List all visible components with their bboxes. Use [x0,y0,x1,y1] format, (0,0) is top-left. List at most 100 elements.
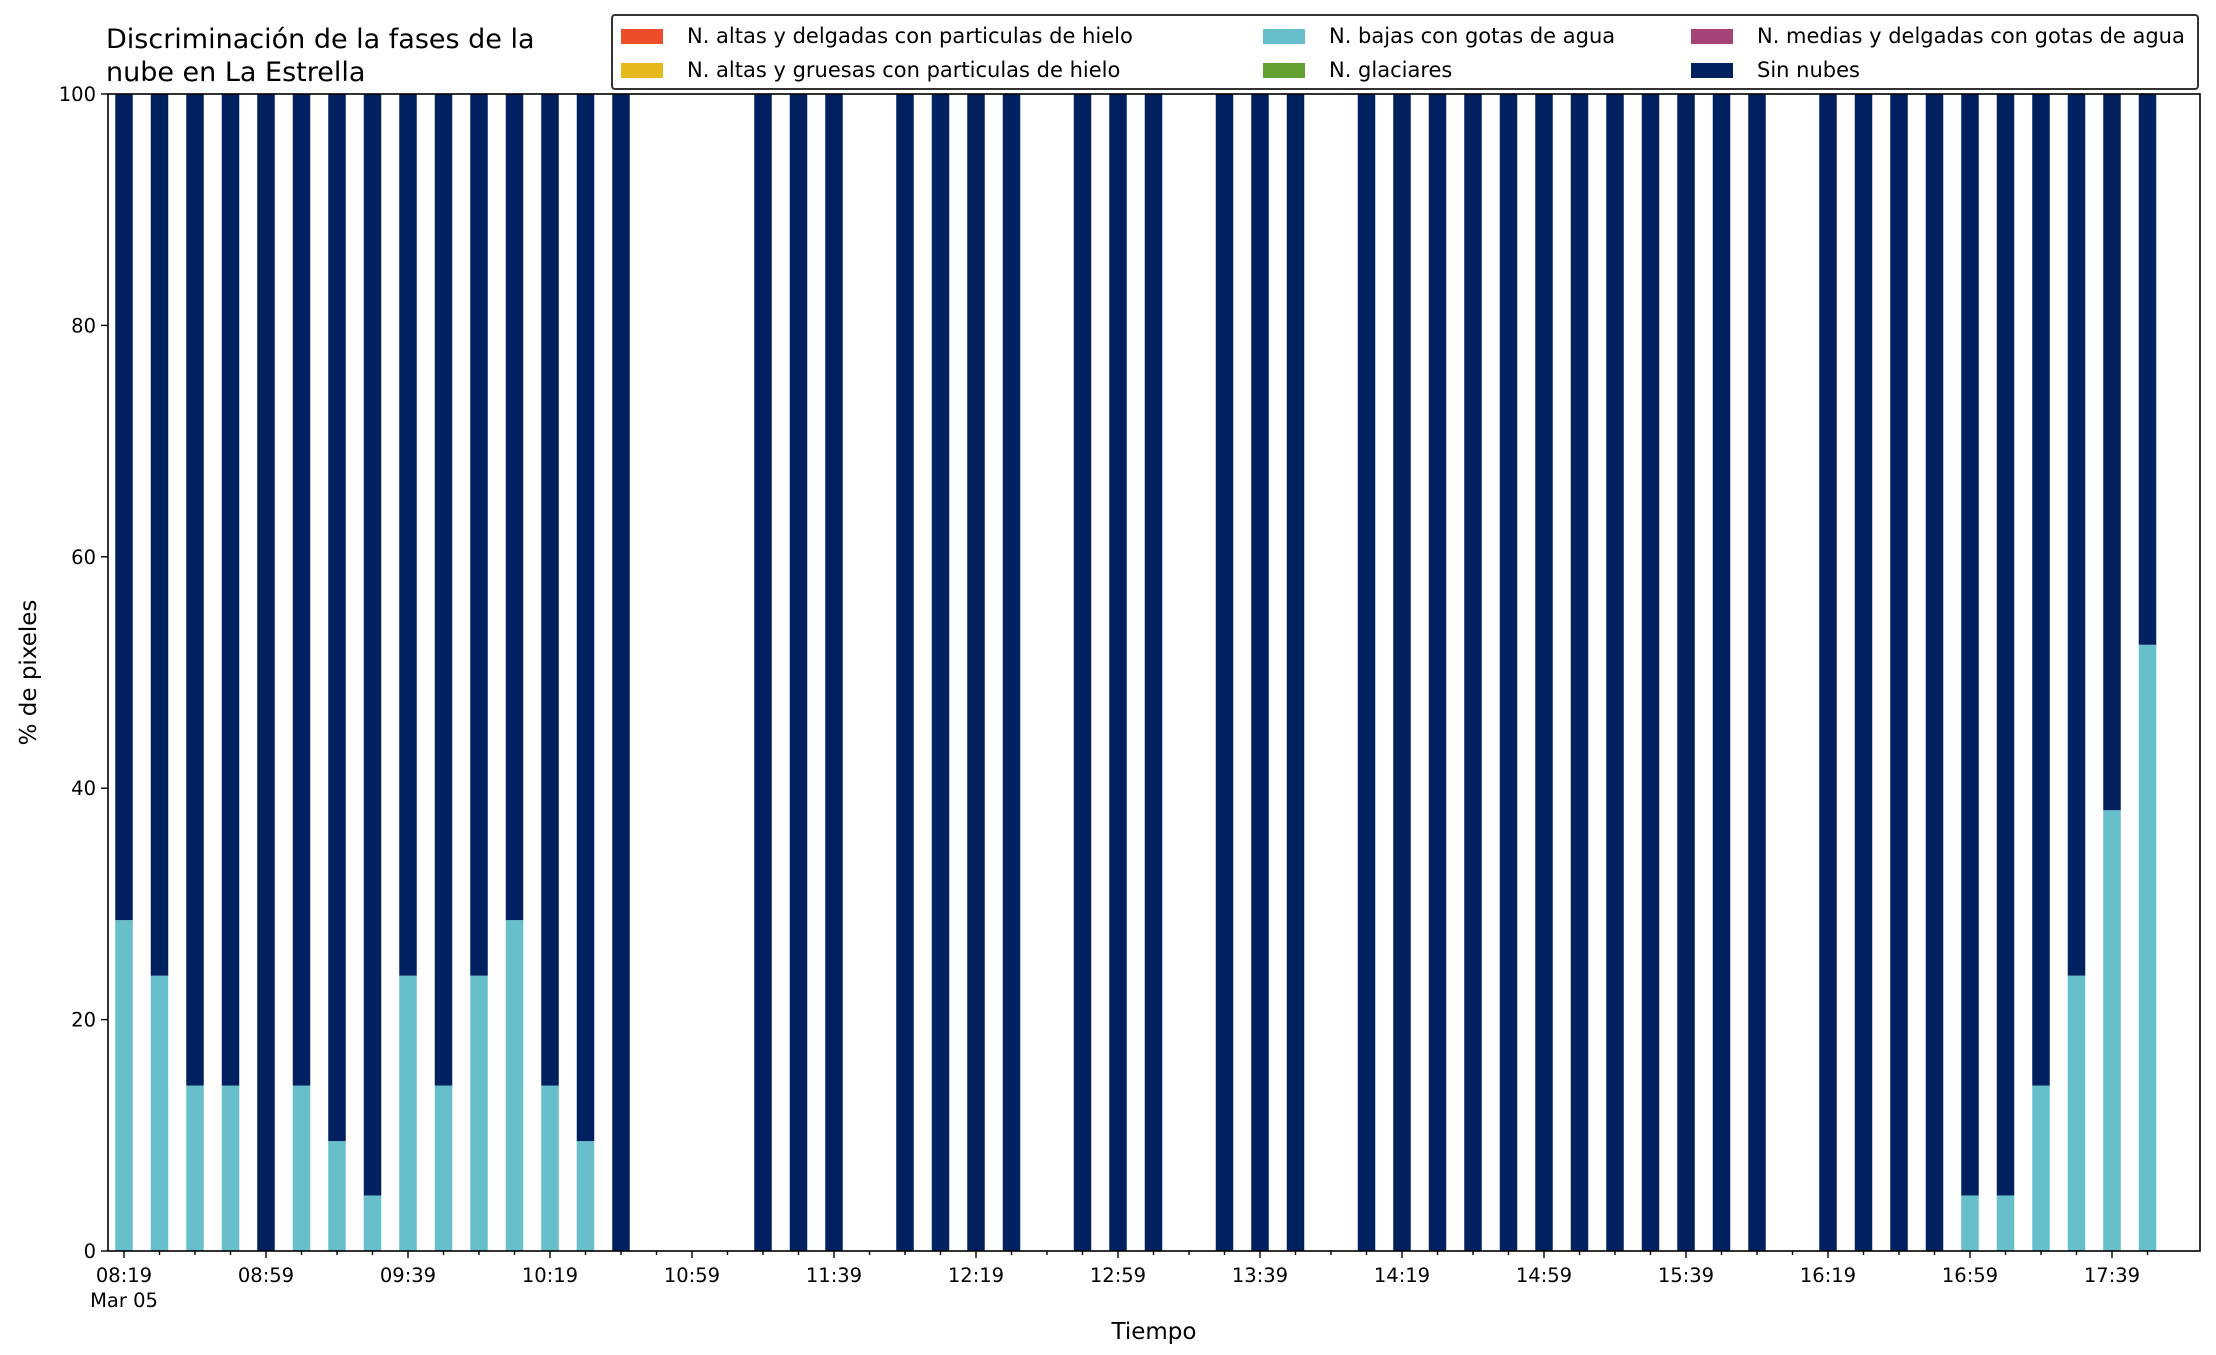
legend-item-bajas-agua: N. bajas con gotas de agua [1263,19,1615,53]
legend-item-altas-gruesas: N. altas y gruesas con particulas de hie… [621,53,1120,87]
bar-segment-5-57 [2138,94,2157,645]
bar-segment-5-51 [1925,94,1944,1251]
bar-segment-5-40 [1535,94,1553,1251]
y-tick-label: 0 [84,1240,96,1263]
bar-segment-5-35 [1357,94,1376,1251]
legend-swatch-medias-delgadas [1691,28,1733,44]
legend-item-medias-delgadas: N. medias y delgadas con gotas de agua [1691,19,2185,53]
x-tick-label: 11:39 [806,1264,862,1287]
chart-title-line-2: nube en La Estrella [106,57,366,88]
bar-segment-5-1 [150,94,169,976]
bar-segment-5-10 [470,94,488,976]
x-axis-title: Tiempo [1111,1319,1197,1345]
x-tick-label: 13:39 [1232,1264,1288,1287]
bar-segment-2-5 [292,1085,311,1251]
bar-segment-5-5 [292,94,311,1086]
legend-label: N. bajas con gotas de agua [1329,24,1616,48]
bar-segment-5-0 [115,94,133,921]
bar-segment-5-31 [1215,94,1234,1251]
y-tick-label: 100 [59,83,96,106]
bar-segment-5-6 [328,94,346,1142]
bar-segment-2-54 [2032,1085,2050,1251]
bar-segment-5-12 [541,94,559,1086]
legend-label: N. altas y delgadas con particulas de hi… [687,24,1133,48]
x-tick-label: 09:39 [380,1264,436,1287]
bar-segment-5-38 [1464,94,1482,1251]
bar-segment-2-1 [150,975,169,1251]
chart-legend: N. altas y delgadas con particulas de hi… [611,14,2199,90]
bar-segment-5-8 [399,94,417,976]
y-tick-label: 60 [71,546,96,569]
x-tick-label: 10:19 [522,1264,578,1287]
bar-segment-5-29 [1144,94,1163,1251]
bar-segment-5-33 [1286,94,1305,1251]
legend-swatch-glaciares [1263,62,1305,78]
bar-segment-5-7 [363,94,382,1196]
bar-segment-2-56 [2103,810,2121,1251]
y-tick-label: 80 [71,314,96,337]
x-tick-label: 12:19 [948,1264,1004,1287]
x-tick-label: 14:59 [1516,1264,1572,1287]
legend-swatch-sin-nubes [1691,62,1733,78]
bar-segment-5-39 [1499,94,1518,1251]
legend-label: N. glaciares [1329,58,1453,82]
bar-segment-5-44 [1677,94,1695,1251]
legend-swatch-altas-gruesas [621,62,663,78]
x-tick-label: 08:59 [238,1264,294,1287]
bar-segment-5-43 [1641,94,1660,1251]
x-tick-label: 14:19 [1374,1264,1430,1287]
bar-segment-2-52 [1961,1195,1979,1251]
bar-segment-5-55 [2067,94,2086,976]
bar-segment-5-18 [754,94,772,1251]
bar-segment-2-55 [2067,975,2086,1251]
bar-segment-2-10 [470,975,488,1251]
bar-segment-5-20 [825,94,843,1251]
bar-segment-5-27 [1073,94,1092,1251]
legend-swatch-altas-delgadas [621,28,663,44]
legend-swatch-bajas-agua [1263,28,1305,44]
bar-segment-2-7 [363,1195,382,1251]
bar-segment-5-9 [434,94,453,1086]
bar-segment-5-46 [1748,94,1766,1251]
y-tick-label: 20 [71,1009,96,1032]
bar-segment-5-53 [1996,94,2015,1196]
bar-segment-5-37 [1428,94,1447,1251]
bar-segment-5-41 [1570,94,1589,1251]
bar-segment-5-50 [1890,94,1908,1251]
x-tick-label: 08:19 [96,1264,152,1287]
bar-segment-5-48 [1819,94,1837,1251]
bar-segment-5-14 [612,94,630,1251]
bar-segment-5-3 [221,94,240,1086]
bar-segment-2-13 [576,1141,595,1251]
legend-item-altas-delgadas: N. altas y delgadas con particulas de hi… [621,19,1133,53]
bar-segment-2-11 [505,920,524,1251]
bar-segment-5-32 [1251,94,1269,1251]
legend-label: N. medias y delgadas con gotas de agua [1757,24,2185,48]
x-tick-label: 12:59 [1090,1264,1146,1287]
legend-item-glaciares: N. glaciares [1263,53,1452,87]
bar-segment-5-4 [257,94,275,1251]
bar-segment-2-8 [399,975,417,1251]
bar-segment-5-11 [505,94,524,921]
legend-label: Sin nubes [1757,58,1860,82]
x-tick-label: 10:59 [664,1264,720,1287]
legend-item-sin-nubes: Sin nubes [1691,53,1860,87]
bar-segment-5-45 [1712,94,1731,1251]
bar-segment-5-56 [2103,94,2121,811]
bar-segment-2-57 [2138,644,2157,1251]
chart-title-line-1: Discriminación de la fases de la [106,24,535,55]
bar-segment-2-6 [328,1141,346,1251]
x-tick-label: 16:59 [1942,1264,1998,1287]
bar-segment-2-0 [115,920,133,1251]
bar-segment-5-25 [1002,94,1021,1251]
bar-segment-5-54 [2032,94,2050,1086]
bar-segment-2-2 [186,1085,204,1251]
bar-segment-5-22 [896,94,914,1251]
x-date-label: Mar 05 [90,1289,158,1312]
x-tick-label: 15:39 [1658,1264,1714,1287]
bar-segment-2-3 [221,1085,240,1251]
bar-segment-5-36 [1393,94,1411,1251]
bar-segment-5-2 [186,94,204,1086]
bar-segment-5-23 [931,94,950,1251]
